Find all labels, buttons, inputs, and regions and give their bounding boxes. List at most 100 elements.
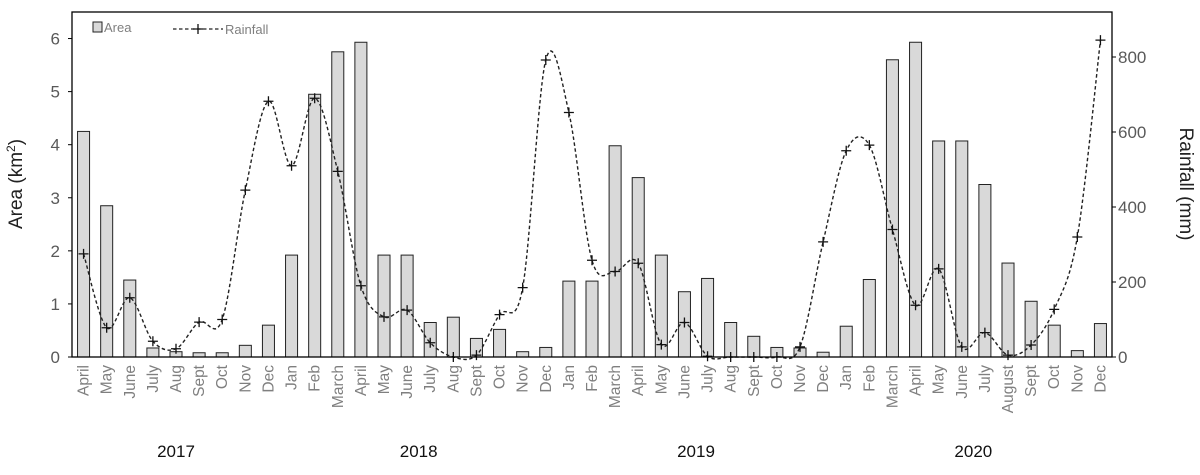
legend-rainfall-label: Rainfall: [225, 22, 268, 37]
month-label: July: [700, 365, 717, 393]
month-label: Dec: [815, 365, 832, 393]
month-label: Jan: [561, 365, 578, 390]
area-bar: [1093, 323, 1107, 358]
y-left-title-end: ): [6, 139, 27, 145]
rainfall-point: [147, 336, 158, 347]
month-label: April: [630, 365, 647, 396]
rainfall-point: [217, 314, 228, 325]
month-label: August: [1000, 364, 1017, 413]
area-bar: [839, 325, 853, 358]
rainfall-point: [841, 145, 852, 156]
rainfall-point: [1026, 340, 1037, 350]
month-label: Feb: [584, 365, 601, 392]
month-label: June: [676, 365, 693, 399]
month-label: March: [607, 365, 624, 408]
area-bar: [261, 324, 275, 358]
month-label: Feb: [861, 365, 878, 392]
legend: Area Rainfall: [92, 20, 268, 37]
month-label: Nov: [792, 365, 809, 393]
month-label: July: [977, 365, 994, 393]
month-label: Aug: [723, 365, 740, 393]
rainfall-point: [933, 263, 944, 274]
left-tick-label: 2: [51, 242, 60, 261]
month-label: June: [122, 365, 139, 399]
month-label: April: [76, 365, 93, 396]
month-label: Oct: [769, 364, 786, 389]
area-bar: [354, 41, 368, 358]
rainfall-point: [517, 282, 528, 293]
area-bar: [1047, 324, 1061, 358]
left-tick-label: 0: [51, 348, 60, 367]
rainfall-point: [194, 317, 205, 328]
rainfall-point: [1003, 350, 1013, 361]
month-label: Jan: [838, 365, 855, 390]
rainfall-point: [887, 224, 898, 235]
month-label: Oct: [1046, 364, 1063, 389]
y-right-axis-title: Rainfall (mm): [1175, 128, 1196, 241]
rainfall-point: [78, 248, 89, 259]
axis-titles: Area (km2) Rainfall (mm): [4, 128, 1196, 241]
left-tick-label: 3: [51, 189, 60, 208]
area-bar: [539, 346, 553, 358]
rainfall-point: [124, 292, 135, 303]
area-bar: [516, 351, 530, 358]
month-label: May: [653, 365, 670, 395]
month-label: March: [884, 365, 901, 408]
month-label: Aug: [168, 365, 185, 393]
left-tick-label: 1: [51, 295, 60, 314]
month-label: Nov: [515, 365, 532, 393]
month-label: Dec: [1092, 365, 1109, 393]
area-bar: [816, 351, 830, 358]
rainfall-curve: [82, 40, 1102, 361]
year-label: 2017: [157, 442, 195, 461]
left-tick-label: 4: [51, 136, 60, 155]
right-tick-label: 400: [1118, 198, 1146, 217]
month-label: Dec: [260, 365, 277, 393]
left-tick-label: 5: [51, 83, 60, 102]
right-tick-label: 200: [1118, 273, 1146, 292]
rainfall-point: [679, 317, 690, 328]
y-left-axis-title: Area (km2): [4, 139, 27, 229]
right-tick-label: 0: [1118, 348, 1127, 367]
right-tick-label: 600: [1118, 123, 1146, 142]
rainfall-point: [402, 305, 413, 316]
month-label: Sept: [191, 364, 208, 397]
area-bars: [77, 41, 1107, 358]
area-bar: [238, 344, 252, 358]
month-label: May: [931, 365, 948, 395]
area-bar: [100, 205, 114, 358]
rainfall-point: [818, 236, 829, 247]
month-label: Sept: [746, 364, 763, 397]
area-bar: [608, 145, 622, 358]
y-left-title-superscript: 2: [4, 145, 18, 152]
area-bar: [955, 140, 969, 358]
rainfall-point: [332, 166, 343, 177]
y-left-title-base: Area (km: [6, 152, 27, 229]
month-label: May: [99, 365, 116, 395]
area-bar: [562, 280, 576, 358]
area-bar: [331, 51, 345, 358]
area-bar: [77, 130, 91, 358]
area-bar: [932, 140, 946, 358]
rainfall-point: [1072, 232, 1083, 242]
month-label: Jan: [284, 365, 301, 390]
month-label: Nov: [237, 365, 254, 393]
month-label: Aug: [445, 365, 462, 393]
rainfall-point: [610, 266, 621, 277]
rainfall-point: [101, 322, 112, 333]
area-bar: [1070, 350, 1084, 358]
rainfall-point: [494, 309, 505, 320]
rainfall-point: [1095, 35, 1106, 46]
year-label: 2018: [400, 442, 438, 461]
month-label: Dec: [538, 365, 555, 393]
area-bar: [377, 254, 391, 358]
rainfall-point: [171, 343, 181, 354]
month-label: Feb: [307, 365, 324, 392]
plot-frame: [71, 11, 1113, 358]
legend-area-swatch: [92, 21, 103, 33]
month-label: Oct: [214, 364, 231, 389]
month-label: Sept: [1023, 364, 1040, 397]
area-bar: [862, 279, 876, 358]
month-label: July: [422, 365, 439, 393]
